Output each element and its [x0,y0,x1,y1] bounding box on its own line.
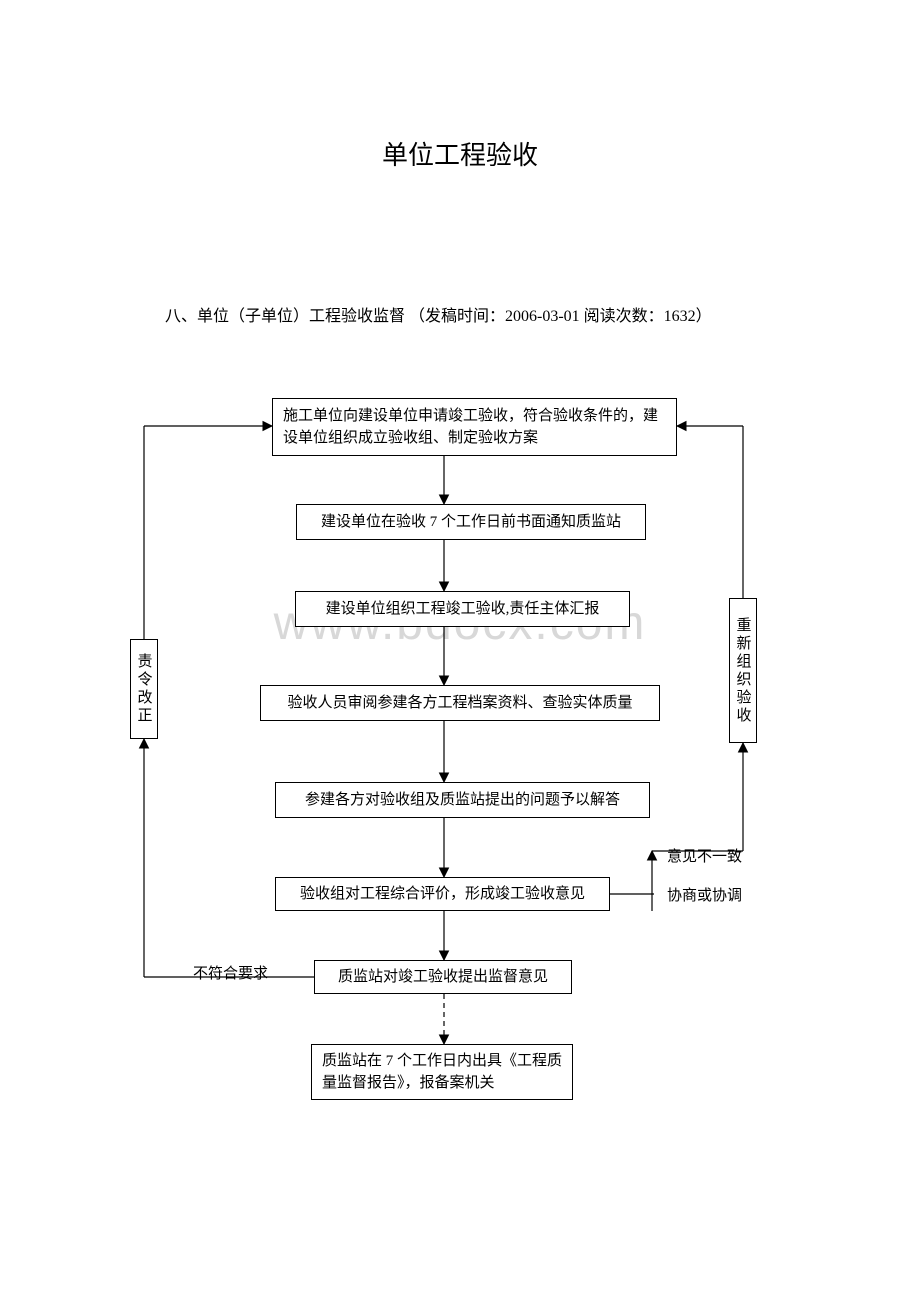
node-side-right: 重新组织验收 [729,598,757,743]
page-title: 单位工程验收 [0,0,920,172]
flowchart-container: www.bdocx.com 施工单位向建设单位申请竣工验收，符合验收条件的，建设… [0,366,920,1206]
node-step3: 建设单位组织工程竣工验收,责任主体汇报 [295,591,630,627]
node-step1: 施工单位向建设单位申请竣工验收，符合验收条件的，建设单位组织成立验收组、制定验收… [272,398,677,456]
node-step6: 验收组对工程综合评价，形成竣工验收意见 [275,877,610,911]
node-step4: 验收人员审阅参建各方工程档案资料、查验实体质量 [260,685,660,721]
label-disagree: 意见不一致 [667,845,742,866]
node-step2: 建设单位在验收 7 个工作日前书面通知质监站 [296,504,646,540]
label-notmeet: 不符合要求 [193,962,268,983]
page-subtitle: 八、单位（子单位）工程验收监督 （发稿时间：2006-03-01 阅读次数：16… [0,172,920,326]
node-step8: 质监站在 7 个工作日内出具《工程质量监督报告》，报备案机关 [311,1044,573,1100]
node-step5: 参建各方对验收组及质监站提出的问题予以解答 [275,782,650,818]
label-consult: 协商或协调 [667,884,742,905]
node-side-left: 责令改正 [130,639,158,739]
node-step7: 质监站对竣工验收提出监督意见 [314,960,572,994]
